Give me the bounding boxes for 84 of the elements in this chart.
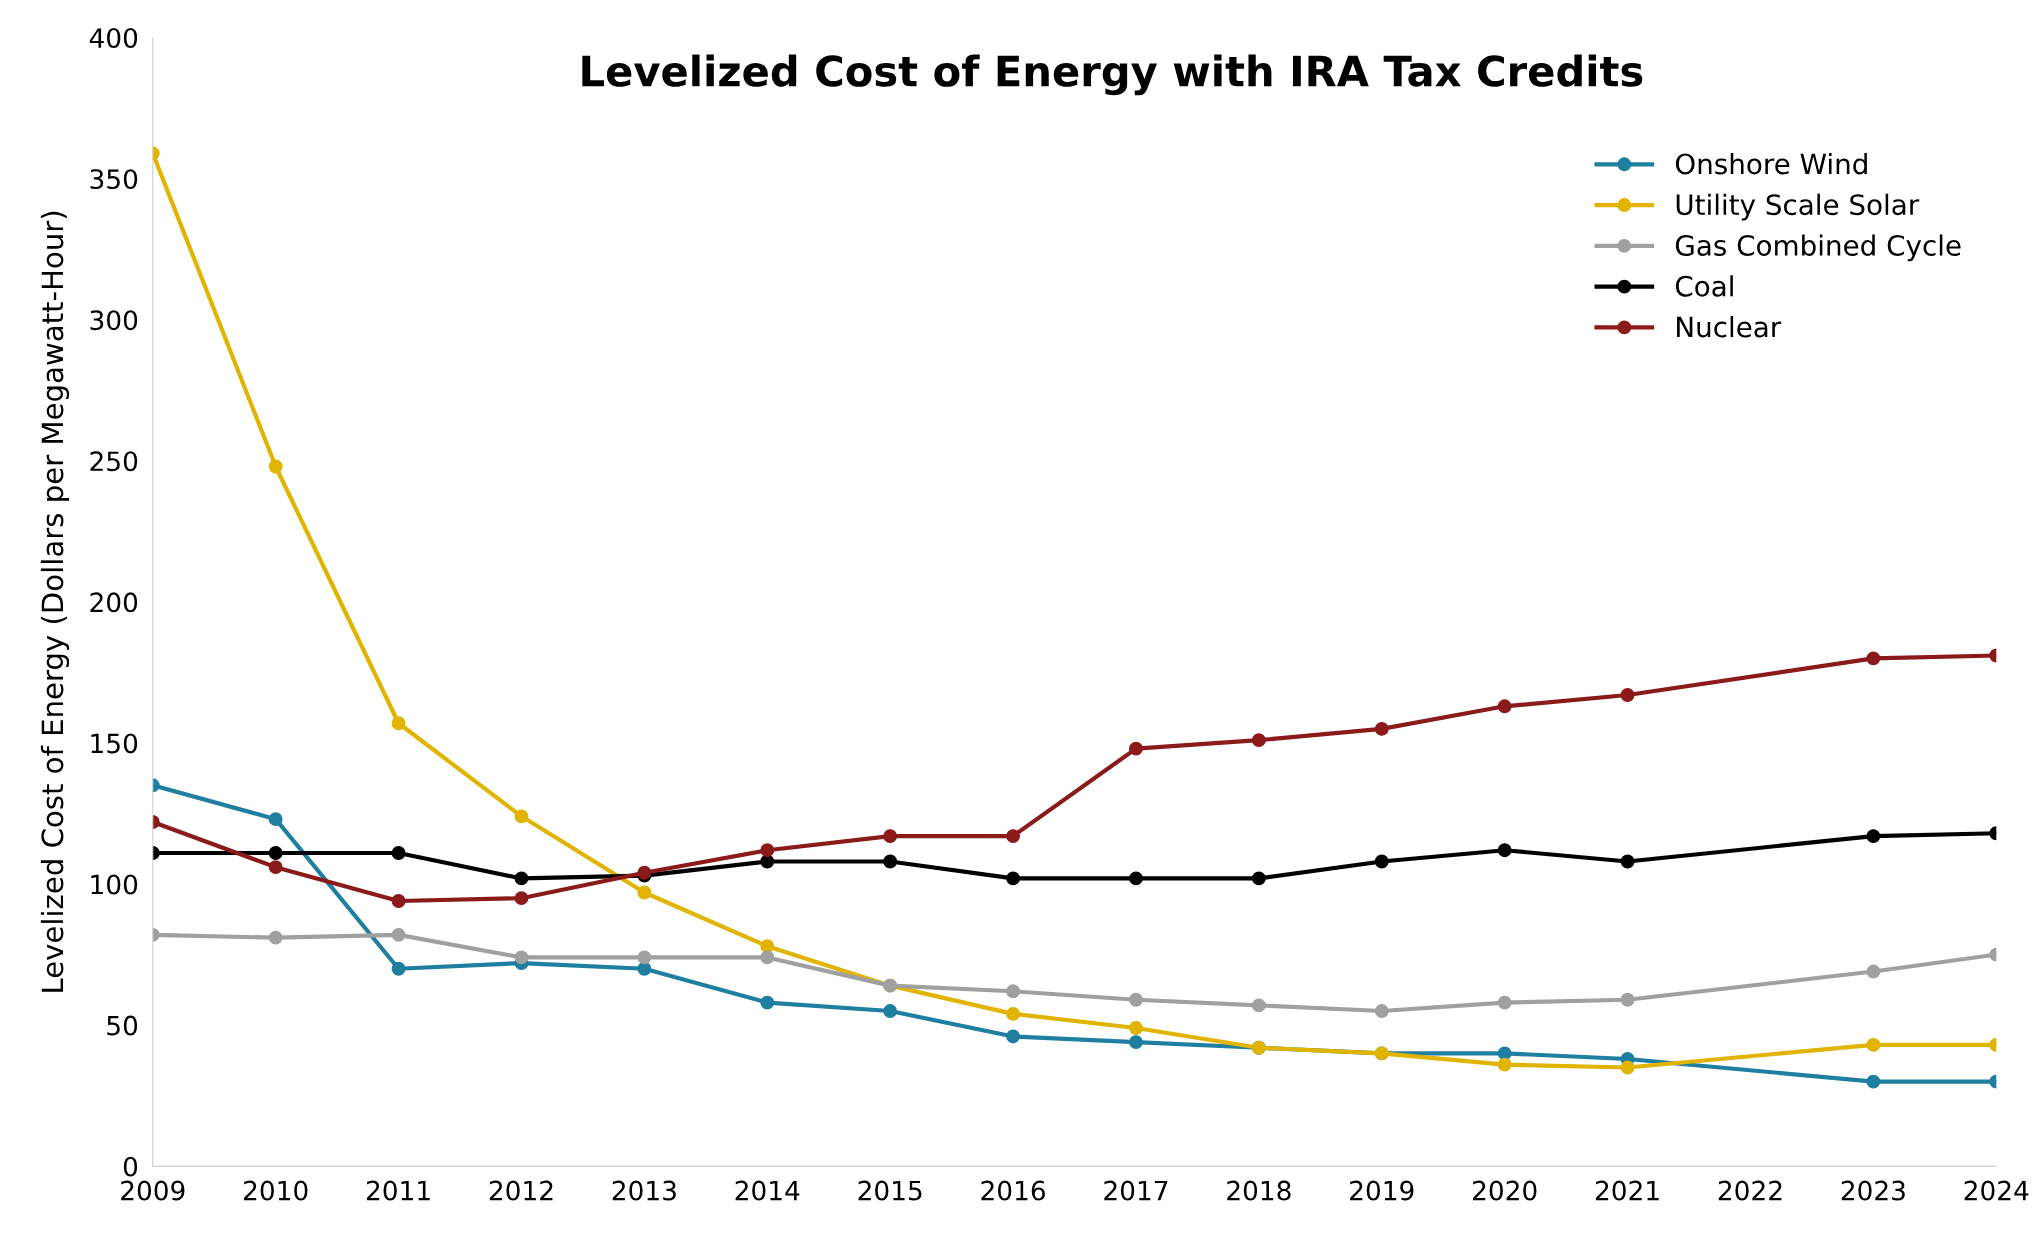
point [514, 950, 529, 965]
point [1374, 721, 1389, 736]
point [1374, 854, 1389, 869]
point [514, 871, 529, 886]
point [883, 829, 898, 844]
y-tick-label: 350 [90, 169, 138, 190]
point [1866, 1074, 1881, 1089]
y-tick-label: 300 [90, 310, 138, 331]
point [1497, 995, 1512, 1010]
point [1497, 699, 1512, 714]
point [1129, 871, 1143, 886]
point [1006, 1006, 1021, 1021]
point [1129, 1035, 1143, 1050]
point [1006, 984, 1021, 999]
point [637, 885, 652, 900]
legend-label: Coal [1675, 275, 1733, 297]
x-tick-label: 2017 [1104, 1180, 1168, 1201]
x-tick-label: 2011 [366, 1180, 430, 1201]
x-tick-label: 2022 [1718, 1180, 1782, 1201]
point [391, 716, 406, 731]
point [514, 809, 529, 824]
point [1129, 1021, 1143, 1035]
y-tick-label: 50 [107, 1015, 138, 1036]
point [760, 950, 775, 965]
x-tick-label: 2018 [1227, 1180, 1291, 1201]
point [760, 939, 775, 954]
point [883, 854, 898, 869]
point [883, 1004, 898, 1018]
x-tick-label: 2020 [1473, 1180, 1537, 1201]
point [391, 961, 406, 976]
point [1866, 964, 1881, 979]
point [1006, 871, 1021, 886]
point [1866, 651, 1881, 666]
legend-label: Utility Scale Solar [1676, 193, 1920, 221]
point [1497, 1057, 1512, 1072]
point [1620, 992, 1635, 1007]
x-tick-label: 2012 [489, 1180, 553, 1201]
point [268, 846, 283, 860]
point [1129, 992, 1143, 1007]
point [760, 843, 775, 858]
point [637, 950, 652, 965]
x-tick-label: 2010 [244, 1180, 308, 1201]
point [268, 860, 283, 875]
point [1620, 854, 1635, 869]
point [268, 930, 283, 945]
point [1006, 829, 1021, 844]
y-tick-label: 250 [90, 451, 138, 472]
chart-title: Levelized Cost of Energy with IRA Tax Credits [582, 54, 1643, 96]
x-tick-label: 2014 [735, 1180, 800, 1201]
point [268, 459, 283, 474]
x-tick-label: 2021 [1595, 1180, 1659, 1201]
point [1497, 843, 1512, 858]
x-tick-label: 2013 [612, 1180, 676, 1201]
point [1006, 1029, 1021, 1044]
x-tick-label: 2024 [1964, 1180, 2029, 1201]
y-axis-title: Levelized Cost of Energy (Dollars per Megawatt-Hour) [40, 211, 70, 992]
point [1251, 871, 1266, 886]
y-tick-label: 200 [90, 592, 138, 613]
point [1866, 829, 1881, 844]
point [514, 891, 529, 906]
x-tick-label: 2016 [981, 1180, 1045, 1201]
point [1620, 1060, 1635, 1075]
point [1251, 998, 1266, 1013]
y-tick-label: 0 [123, 1156, 138, 1177]
point [391, 894, 406, 908]
point [1251, 733, 1266, 748]
point [1374, 1004, 1389, 1018]
point [1866, 1037, 1881, 1052]
legend-label: Nuclear [1677, 316, 1782, 338]
y-tick-label: 100 [91, 874, 138, 895]
legend-label: Gas Combined Cycle [1675, 234, 1961, 262]
x-tick-label: 2015 [858, 1180, 922, 1201]
y-tick-label: 150 [91, 733, 138, 754]
x-tick-label: 2019 [1350, 1180, 1414, 1201]
point [391, 927, 406, 942]
legend-label: Onshore Wind [1675, 152, 1867, 175]
y-tick-label: 400 [89, 28, 138, 49]
x-tick-label: 2023 [1841, 1180, 1905, 1201]
point [760, 995, 775, 1010]
point [391, 846, 406, 860]
point [1620, 688, 1635, 702]
x-tick-label: 2009 [121, 1180, 185, 1201]
point [268, 812, 283, 827]
point [1129, 741, 1143, 756]
